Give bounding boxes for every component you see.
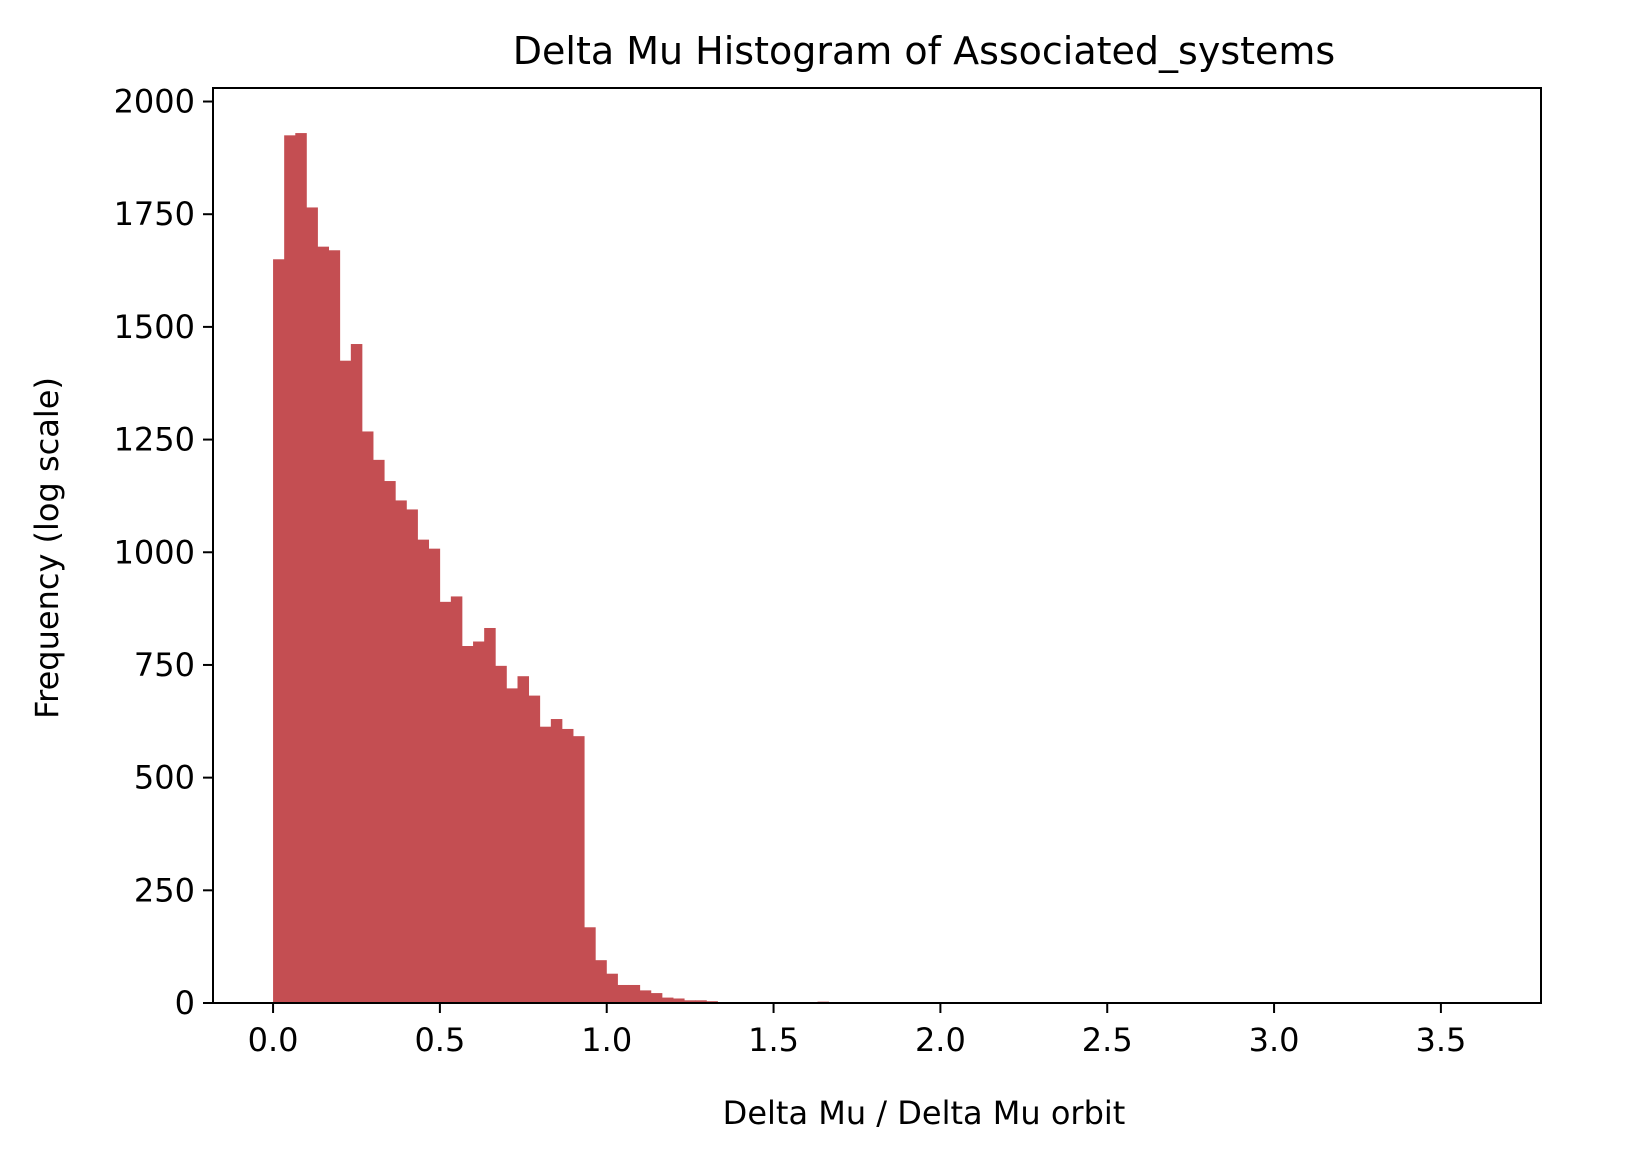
histogram-bar bbox=[684, 1000, 696, 1003]
histogram-bar bbox=[606, 973, 618, 1003]
y-axis-label: Frequency (log scale) bbox=[28, 377, 66, 719]
histogram-bar bbox=[639, 990, 652, 1003]
histogram-bar bbox=[361, 431, 374, 1004]
histogram-bar bbox=[573, 736, 585, 1003]
y-tick-label: 2000 bbox=[114, 83, 195, 121]
y-tick-label: 500 bbox=[134, 759, 195, 797]
plot-frame bbox=[212, 87, 1542, 1004]
y-tick-label: 750 bbox=[134, 646, 195, 684]
histogram-bar bbox=[539, 726, 552, 1003]
y-tick-label: 1750 bbox=[114, 195, 195, 233]
histogram-bar bbox=[317, 246, 330, 1003]
histogram-bar bbox=[295, 133, 307, 1003]
histogram-bar bbox=[617, 984, 630, 1003]
histogram-bar bbox=[650, 993, 663, 1003]
histogram-bar bbox=[373, 459, 385, 1003]
x-tick-label: 1.0 bbox=[581, 1021, 632, 1059]
histogram-bar bbox=[528, 695, 541, 1003]
x-tick-label: 3.0 bbox=[1249, 1021, 1300, 1059]
histogram-bar bbox=[595, 960, 607, 1003]
histogram-bar bbox=[673, 998, 685, 1003]
histogram-bar bbox=[395, 500, 407, 1003]
chart-title: Delta Mu Histogram of Associated_systems bbox=[513, 29, 1335, 73]
histogram-bar bbox=[450, 596, 463, 1003]
histogram-bar bbox=[561, 728, 574, 1003]
x-tick-label: 3.5 bbox=[1415, 1021, 1466, 1059]
histogram-bar bbox=[473, 641, 485, 1003]
histogram-bar bbox=[306, 207, 318, 1003]
histogram-bar bbox=[484, 627, 496, 1003]
x-tick-label: 2.0 bbox=[915, 1021, 966, 1059]
y-axis-ticks: 0 250 500 750 1000 1250 1500 1750 2000 bbox=[114, 83, 213, 1022]
histogram-bar bbox=[328, 250, 341, 1003]
histogram-bar bbox=[417, 539, 430, 1003]
x-axis-label: Delta Mu / Delta Mu orbit bbox=[723, 1094, 1126, 1132]
bars-layer bbox=[273, 133, 830, 1004]
histogram-bar bbox=[550, 719, 563, 1003]
histogram-bar bbox=[428, 548, 441, 1003]
histogram-bar bbox=[284, 135, 296, 1003]
histogram-bar bbox=[661, 997, 674, 1003]
histogram-bar bbox=[506, 688, 518, 1003]
histogram-bar bbox=[339, 360, 352, 1003]
histogram-bar bbox=[384, 481, 396, 1003]
histogram-bar bbox=[584, 927, 596, 1003]
y-tick-label: 1250 bbox=[114, 421, 195, 459]
y-tick-label: 1000 bbox=[114, 533, 195, 571]
histogram-bar bbox=[273, 259, 285, 1003]
x-tick-label: 0.5 bbox=[414, 1021, 465, 1059]
x-axis-ticks: 0.0 0.5 1.0 1.5 2.0 2.5 3.0 3.5 bbox=[248, 1003, 1466, 1059]
y-tick-label: 0 bbox=[175, 984, 195, 1022]
histogram-bar bbox=[495, 665, 507, 1003]
histogram-bar bbox=[461, 646, 474, 1003]
y-tick-label: 1500 bbox=[114, 308, 195, 346]
y-tick-label: 250 bbox=[134, 871, 195, 909]
histogram-bar bbox=[517, 676, 530, 1003]
x-tick-label: 1.5 bbox=[748, 1021, 799, 1059]
histogram-bar bbox=[695, 1000, 707, 1003]
x-tick-label: 0.0 bbox=[248, 1021, 299, 1059]
histogram-bar bbox=[406, 509, 418, 1003]
histogram-bar bbox=[439, 601, 452, 1003]
histogram-bar bbox=[628, 984, 641, 1003]
x-tick-label: 2.5 bbox=[1082, 1021, 1133, 1059]
histogram-bar bbox=[350, 344, 363, 1003]
